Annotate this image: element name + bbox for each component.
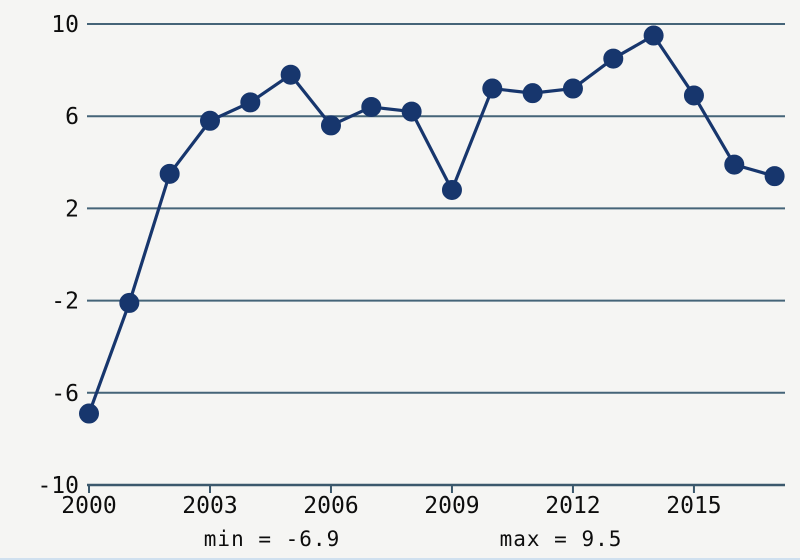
- data-point: [320, 115, 341, 136]
- x-tick-label: 2009: [424, 493, 479, 519]
- data-point: [724, 154, 745, 175]
- data-point: [562, 78, 583, 99]
- data-point: [441, 179, 462, 200]
- data-point: [280, 64, 301, 85]
- x-tick-label: 2006: [303, 493, 358, 519]
- x-tick-label: 2012: [545, 493, 600, 519]
- data-point: [603, 48, 624, 69]
- y-tick-label: -2: [51, 289, 79, 315]
- y-tick-label: 6: [65, 104, 79, 130]
- data-point: [361, 96, 382, 117]
- y-tick-label: 2: [65, 196, 79, 222]
- data-point: [482, 78, 503, 99]
- y-tick-label: -10: [37, 473, 79, 499]
- max-annotation: max = 9.5: [499, 527, 623, 551]
- x-tick-label: 2003: [182, 493, 237, 519]
- bottom-edge-divider: [0, 558, 800, 560]
- x-tick-label: 2000: [61, 493, 116, 519]
- x-tick-label: 2015: [666, 493, 721, 519]
- data-point: [643, 25, 664, 46]
- data-point: [401, 101, 422, 122]
- data-line: [87, 33, 777, 416]
- data-point: [683, 85, 704, 106]
- data-point: [764, 166, 785, 187]
- y-tick-label: -6: [51, 381, 79, 407]
- data-point: [199, 110, 220, 131]
- data-point: [159, 163, 180, 184]
- y-tick-label: 10: [51, 12, 79, 38]
- data-point: [79, 403, 99, 424]
- min-annotation: min = -6.9: [203, 527, 341, 551]
- data-point: [522, 83, 543, 104]
- data-point: [119, 292, 140, 313]
- data-point: [240, 92, 261, 113]
